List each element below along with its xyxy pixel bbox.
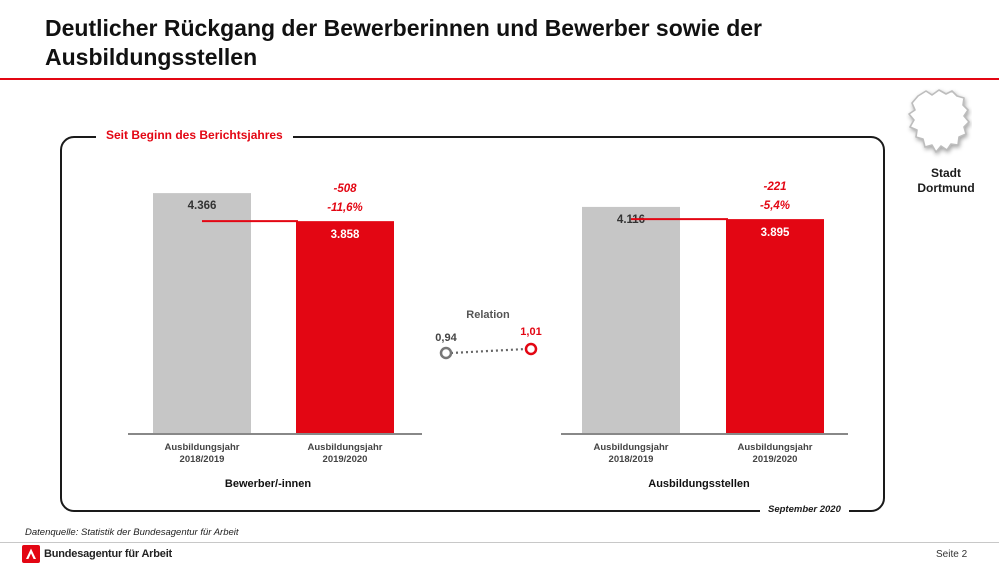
region-line2: Dortmund xyxy=(917,181,975,195)
data-source: Datenquelle: Statistik der Bundesagentur… xyxy=(25,527,239,538)
relation-value: 1,01 xyxy=(520,326,541,338)
value-label: 3.895 xyxy=(761,227,790,239)
relation-value: 0,94 xyxy=(435,332,457,344)
tick-label: Ausbildungsjahr xyxy=(738,442,813,453)
bar-bewerber-2 xyxy=(296,221,394,434)
relation-point-1 xyxy=(439,346,453,360)
footer-divider xyxy=(0,542,999,543)
tick-label: 2018/2019 xyxy=(609,454,654,465)
relation-point-2 xyxy=(524,342,538,356)
page-title: Deutlicher Rückgang der Bewerberinnen un… xyxy=(45,15,763,70)
bar-stellen-1 xyxy=(582,206,680,434)
footer-org: Bundesagentur für Arbeit xyxy=(44,548,173,560)
value-label: 4.366 xyxy=(188,200,217,212)
frame-date: September 2020 xyxy=(760,503,849,517)
frame-label: Seit Beginn des Berichtsjahres xyxy=(96,127,293,143)
change-percent: -5,4% xyxy=(760,200,790,212)
tick-label: 2018/2019 xyxy=(180,454,225,465)
chart-frame xyxy=(60,136,885,512)
change-absolute: -508 xyxy=(333,183,357,195)
dortmund-map-icon xyxy=(908,89,970,153)
region-line1: Stadt xyxy=(931,166,961,180)
bar-bewerber-1 xyxy=(153,193,251,434)
bar-stellen-2 xyxy=(726,219,824,434)
tick-label: 2019/2020 xyxy=(323,454,368,465)
value-label: 3.858 xyxy=(331,229,360,241)
relation-label: Relation xyxy=(466,309,510,321)
group-label: Ausbildungsstellen xyxy=(648,478,750,490)
group-label: Bewerber/-innen xyxy=(225,478,311,490)
tick-label: 2019/2020 xyxy=(753,454,798,465)
region-label: Stadt Dortmund xyxy=(905,166,987,196)
change-percent: -11,6% xyxy=(327,202,363,214)
ba-logo-icon xyxy=(22,545,40,563)
change-absolute: -221 xyxy=(763,181,786,193)
relation-connector xyxy=(450,347,527,355)
tick-label: Ausbildungsjahr xyxy=(308,442,383,453)
page-number: Seite 2 xyxy=(936,549,968,560)
title-divider xyxy=(0,78,999,80)
tick-label: Ausbildungsjahr xyxy=(165,442,240,453)
tick-label: Ausbildungsjahr xyxy=(594,442,669,453)
